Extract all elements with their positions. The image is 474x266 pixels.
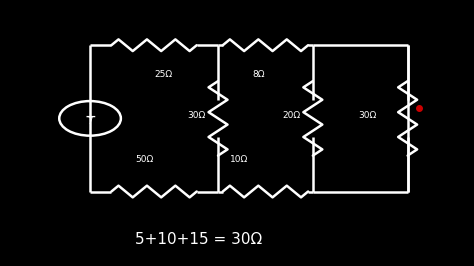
Text: 5+10+15 = 30Ω: 5+10+15 = 30Ω xyxy=(136,232,263,247)
Text: 50Ω: 50Ω xyxy=(136,155,154,164)
Text: 25Ω: 25Ω xyxy=(155,70,173,79)
Text: 10Ω: 10Ω xyxy=(230,155,248,164)
Text: 30Ω: 30Ω xyxy=(188,111,206,120)
Text: 8Ω: 8Ω xyxy=(252,70,264,79)
Text: 20Ω: 20Ω xyxy=(283,111,301,120)
Text: 7: 7 xyxy=(87,117,93,126)
Text: 30Ω: 30Ω xyxy=(358,111,376,120)
Text: —: — xyxy=(85,112,95,122)
